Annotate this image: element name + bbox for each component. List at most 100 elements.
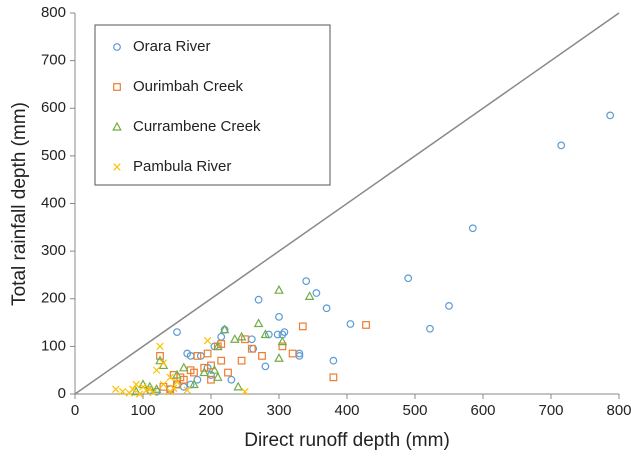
point [125,389,134,397]
point [227,375,236,384]
x-tick-label: 700 [538,402,563,419]
point [258,352,266,360]
x-tick-label: 400 [334,402,359,419]
point [151,383,162,393]
point [274,353,284,362]
y-tick-label: 300 [41,242,66,259]
legend-marker [112,121,122,131]
y-tick-label: 0 [58,385,66,402]
legend-label: Pambula River [133,158,231,175]
y-tick-label: 600 [41,99,66,116]
point [132,380,140,389]
point [155,355,165,365]
point [212,372,223,381]
point [426,324,434,333]
point [172,369,182,379]
x-tick-label: 500 [402,402,427,419]
point [241,335,249,344]
point [217,340,226,348]
point [260,329,271,339]
legend-marker [113,43,121,51]
point [277,336,288,346]
point [112,385,120,393]
point [212,341,223,350]
point [217,332,226,341]
point [149,388,157,397]
legend-marker [113,163,121,171]
point [203,349,212,358]
point [217,356,226,365]
point [203,336,212,345]
point [278,342,287,351]
legend-label: Ourimbah Creek [133,78,244,95]
point [229,333,240,343]
point [224,368,232,377]
point [193,352,202,360]
point [166,373,174,382]
point [247,335,256,344]
point [173,378,181,386]
y-tick-label: 500 [41,147,66,164]
point [219,324,230,334]
point [169,384,178,393]
y-tick-label: 200 [41,290,66,307]
y-tick-label: 800 [41,4,66,21]
reference-line [74,12,620,395]
point [135,390,144,398]
y-tick-label: 400 [41,194,66,211]
point [247,344,256,353]
point [261,362,270,371]
point [302,277,311,286]
legend: Orara River Ourimbah Creek Currambene Cree… [94,24,331,186]
x-tick-label: 600 [470,402,495,419]
x-axis-title: Direct runoff depth (mm) [244,430,450,451]
point [606,111,615,120]
point [241,387,249,396]
point [329,356,338,365]
point [288,349,297,358]
point [404,274,413,283]
x-tick-label: 300 [266,402,291,419]
point [159,382,168,391]
x-tick-label: 200 [198,402,223,419]
point [329,373,338,382]
point [159,359,168,367]
point [298,322,307,331]
point [142,386,151,394]
point [152,366,161,374]
point [274,284,284,294]
point [183,386,191,394]
point [189,379,199,389]
point [159,380,168,389]
legend-marker [113,83,121,91]
point [156,342,164,351]
point [557,141,566,150]
point [176,373,185,382]
point [156,352,164,360]
legend-label: Currambene Creek [133,118,261,135]
legend-label: Orara River [133,38,211,55]
point [445,301,453,310]
point [190,368,198,377]
point [254,295,263,304]
point [304,291,315,300]
point [273,330,282,339]
point [322,304,331,313]
point [346,320,355,328]
point [199,367,210,377]
point [253,318,264,328]
point [236,331,247,341]
x-tick-label: 100 [130,402,155,419]
point [312,289,321,297]
x-tick-label: 0 [71,402,79,419]
y-tick-label: 100 [41,337,66,354]
point [237,356,246,365]
point [178,362,189,372]
point [275,312,283,321]
point [118,387,127,396]
point [280,328,289,336]
point [209,364,220,374]
x-tick-label: 800 [606,402,631,419]
y-tick-label: 700 [41,52,66,69]
